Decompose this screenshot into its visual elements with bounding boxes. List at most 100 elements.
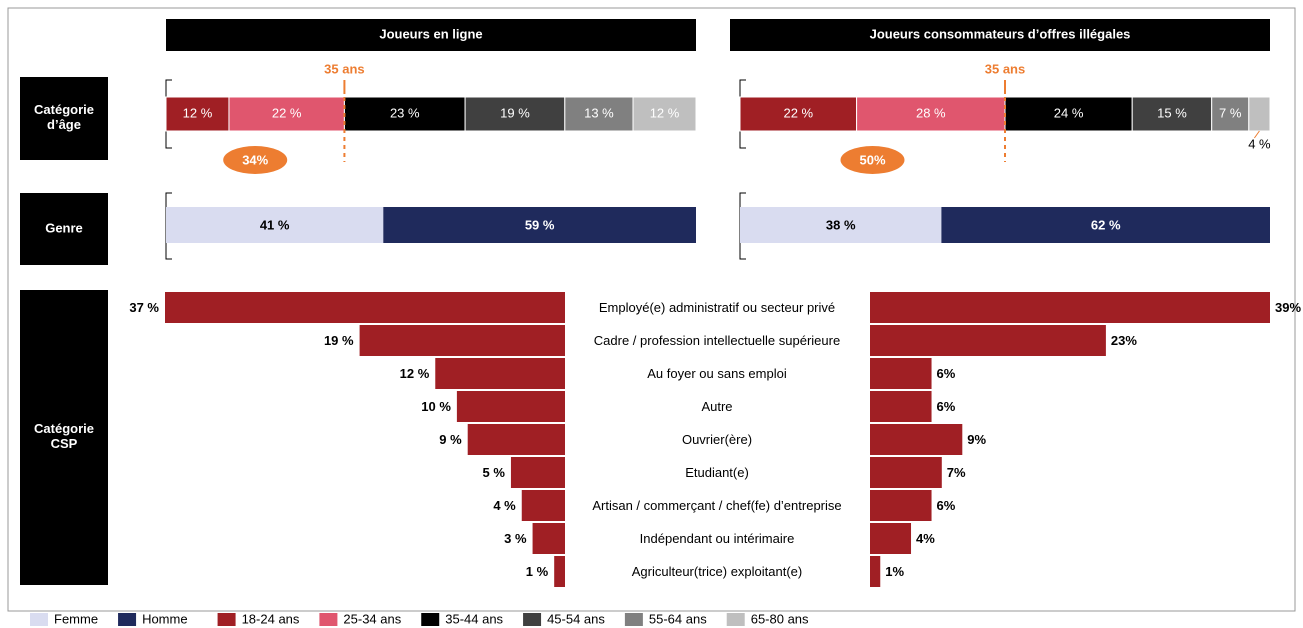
age-value-label: 12 % [183,105,213,120]
csp-bar [467,424,565,455]
under35-label: 50% [859,152,885,167]
legend-label: 55-64 ans [649,611,707,626]
csp-value-label: 39% [1275,300,1301,315]
age-segment [1211,96,1250,132]
legend-swatch [726,613,745,626]
csp-bar [165,292,565,323]
csp-value-label: 6% [937,399,956,414]
age-value-label: 28 % [916,105,946,120]
csp-category: Etudiant(e) [685,465,749,480]
csp-value-label: 19 % [324,333,354,348]
csp-value-label: 4 % [493,498,516,513]
gender-segment [941,207,1270,243]
age-segment [739,96,858,132]
csp-bar [870,523,912,554]
legend-label: 18-24 ans [242,611,300,626]
legend-swatch [523,613,542,626]
csp-category: Agriculteur(trice) exploitant(e) [632,564,803,579]
csp-bar [521,490,565,521]
csp-bar [870,556,881,587]
csp-bar [870,325,1106,356]
csp-category: Au foyer ou sans emploi [647,366,787,381]
csp-value-label: 5 % [483,465,506,480]
csp-bar [456,391,565,422]
csp-category: Artisan / commerçant / chef(fe) d’entrep… [592,498,841,513]
legend-swatch [118,613,137,626]
age-value-label: 22 % [783,105,813,120]
age-value-label: 7 % [1219,105,1242,120]
row-label-bg [20,77,108,160]
csp-value-label: 1% [885,564,904,579]
csp-value-label: 37 % [129,300,159,315]
marker-label: 35 ans [324,61,364,76]
gender-value-label: 62 % [1091,217,1121,232]
legend-label: Femme [54,611,98,626]
legend-swatch [217,613,236,626]
csp-category: Ouvrier(ère) [682,432,752,447]
age-segment [632,96,697,132]
legend-swatch [624,613,643,626]
csp-value-label: 23% [1111,333,1137,348]
gender-value-label: 41 % [260,217,290,232]
legend-swatch [421,613,440,626]
csp-value-label: 12 % [400,366,430,381]
age-segment [564,96,634,132]
age-value-label: 24 % [1054,105,1084,120]
age-segment [1131,96,1213,132]
csp-bar [554,556,565,587]
legend-swatch [30,613,48,626]
csp-category: Indépendant ou intérimaire [640,531,795,546]
csp-value-label: 9% [967,432,986,447]
csp-value-label: 6% [937,366,956,381]
csp-category: Employé(e) administratif ou secteur priv… [599,300,835,315]
age-value-label: 15 % [1157,105,1187,120]
csp-value-label: 3 % [504,531,527,546]
csp-category: Autre [701,399,732,414]
gender-value-label: 59 % [525,217,555,232]
column-header-bg [166,19,696,51]
legend-label: 65-80 ans [751,611,809,626]
gender-segment [166,207,384,243]
legend-label: 25-34 ans [343,611,401,626]
csp-bar [870,490,932,521]
row-label: Genre [45,220,83,235]
csp-bar [532,523,565,554]
age-value-label: 12 % [650,105,680,120]
row-label: Catégorie CSP [34,421,94,451]
under35-label: 34% [242,152,268,167]
leader-line [1253,130,1260,139]
marker-label: 35 ans [985,61,1025,76]
csp-value-label: 7% [947,465,966,480]
legend-label: Homme [142,611,188,626]
csp-category: Cadre / profession intellectuelle supéri… [594,333,840,348]
column-header: Joueurs en ligne [379,26,482,41]
legend-swatch [319,613,338,626]
gender-value-label: 38 % [826,217,856,232]
age-segment [1248,96,1271,132]
column-header-bg [730,19,1270,51]
csp-bar [870,292,1270,323]
legend-label: 35-44 ans [445,611,503,626]
under35-bubble [840,146,905,174]
age-value-label: 23 % [390,105,420,120]
gender-segment [740,207,942,243]
age-value-label: 13 % [584,105,614,120]
csp-bar [359,325,565,356]
row-label-bg [20,290,108,585]
csp-bar [870,358,932,389]
csp-value-label: 6% [937,498,956,513]
csp-value-label: 4% [916,531,935,546]
row-label-bg [20,193,108,265]
row-label: Catégorie d’âge [34,102,94,132]
gender-segment [383,207,696,243]
column-header: Joueurs consommateurs d’offres illégales [870,26,1131,41]
csp-value-label: 1 % [526,564,549,579]
under35-bubble [223,146,288,174]
frame [7,7,1296,612]
csp-value-label: 9 % [439,432,462,447]
age-value-label: 19 % [500,105,530,120]
age-value-label: 22 % [272,105,302,120]
csp-bar [870,391,932,422]
csp-bar [435,358,565,389]
